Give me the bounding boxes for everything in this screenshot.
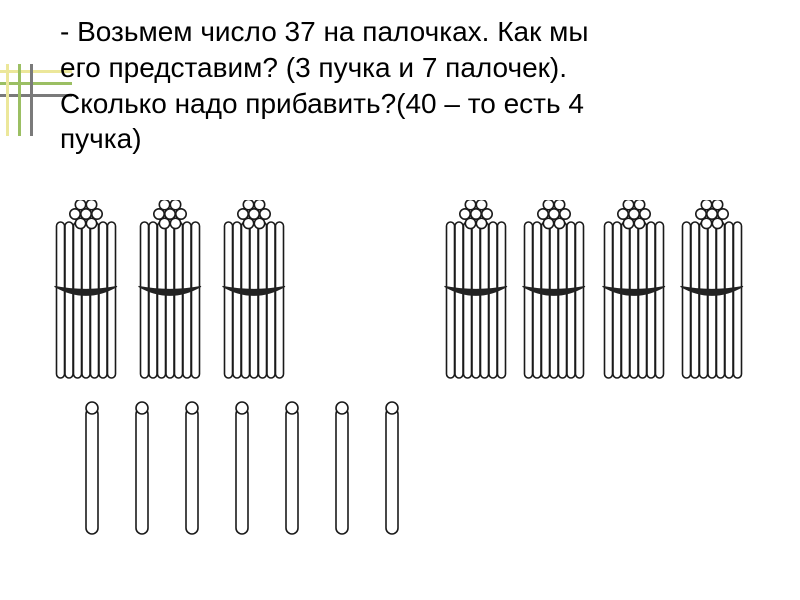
body-line-3: Сколько надо прибавить?(40 – то есть 4: [60, 86, 760, 122]
body-line-1: - Возьмем число 37 на палочках. Как мы: [60, 14, 760, 50]
stick-bundle-icon: [218, 200, 290, 385]
stick-bundle-icon: [598, 200, 670, 385]
stick-bundle-icon: [134, 200, 206, 385]
accent-vline-2: [18, 64, 21, 136]
body-line-2: его представим? (3 пучка и 7 палочек).: [60, 50, 760, 86]
loose-stick-icon: [330, 400, 354, 541]
loose-stick-icon: [380, 400, 404, 541]
loose-stick-icon: [230, 400, 254, 541]
loose-stick-icon: [280, 400, 304, 541]
stick-bundle-icon: [440, 200, 512, 385]
loose-stick-icon: [80, 400, 104, 541]
body-line-4: пучка): [60, 121, 760, 157]
accent-vline-3: [30, 64, 33, 136]
body-text: - Возьмем число 37 на палочках. Как мы е…: [60, 14, 760, 157]
loose-stick-icon: [130, 400, 154, 541]
stick-bundle-icon: [676, 200, 748, 385]
accent-vline-1: [6, 64, 9, 136]
loose-stick-icon: [180, 400, 204, 541]
bundles-row: [50, 200, 750, 380]
stick-bundle-icon: [50, 200, 122, 385]
sticks-illustration: [50, 200, 750, 580]
stick-bundle-icon: [518, 200, 590, 385]
loose-sticks-row: [80, 400, 480, 540]
